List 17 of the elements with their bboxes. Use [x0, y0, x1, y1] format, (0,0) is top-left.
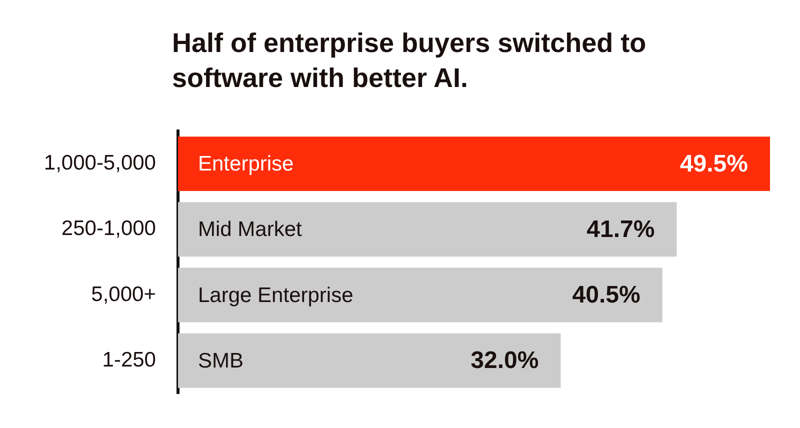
bar — [178, 268, 662, 322]
y-tick-label: 1,000-5,000 — [44, 152, 156, 175]
data-label: 40.5% — [572, 282, 640, 309]
annotation: Enterprise — [198, 152, 294, 176]
y-tick-label: 250-1,000 — [61, 217, 156, 240]
annotation: Mid Market — [198, 218, 302, 242]
annotation: SMB — [198, 349, 244, 372]
y-tick-label: 5,000+ — [91, 282, 156, 306]
bar — [178, 136, 770, 192]
data-label: 41.7% — [586, 216, 655, 244]
bar — [178, 202, 677, 257]
chart-title: Half of enterprise buyers switched to software with better AI. — [172, 27, 648, 95]
data-label: 49.5% — [680, 150, 748, 178]
annotation: Large Enterprise — [198, 284, 354, 307]
y-tick-label: 1-250 — [102, 348, 156, 372]
data-label: 32.0% — [470, 347, 539, 374]
bar — [178, 333, 561, 388]
